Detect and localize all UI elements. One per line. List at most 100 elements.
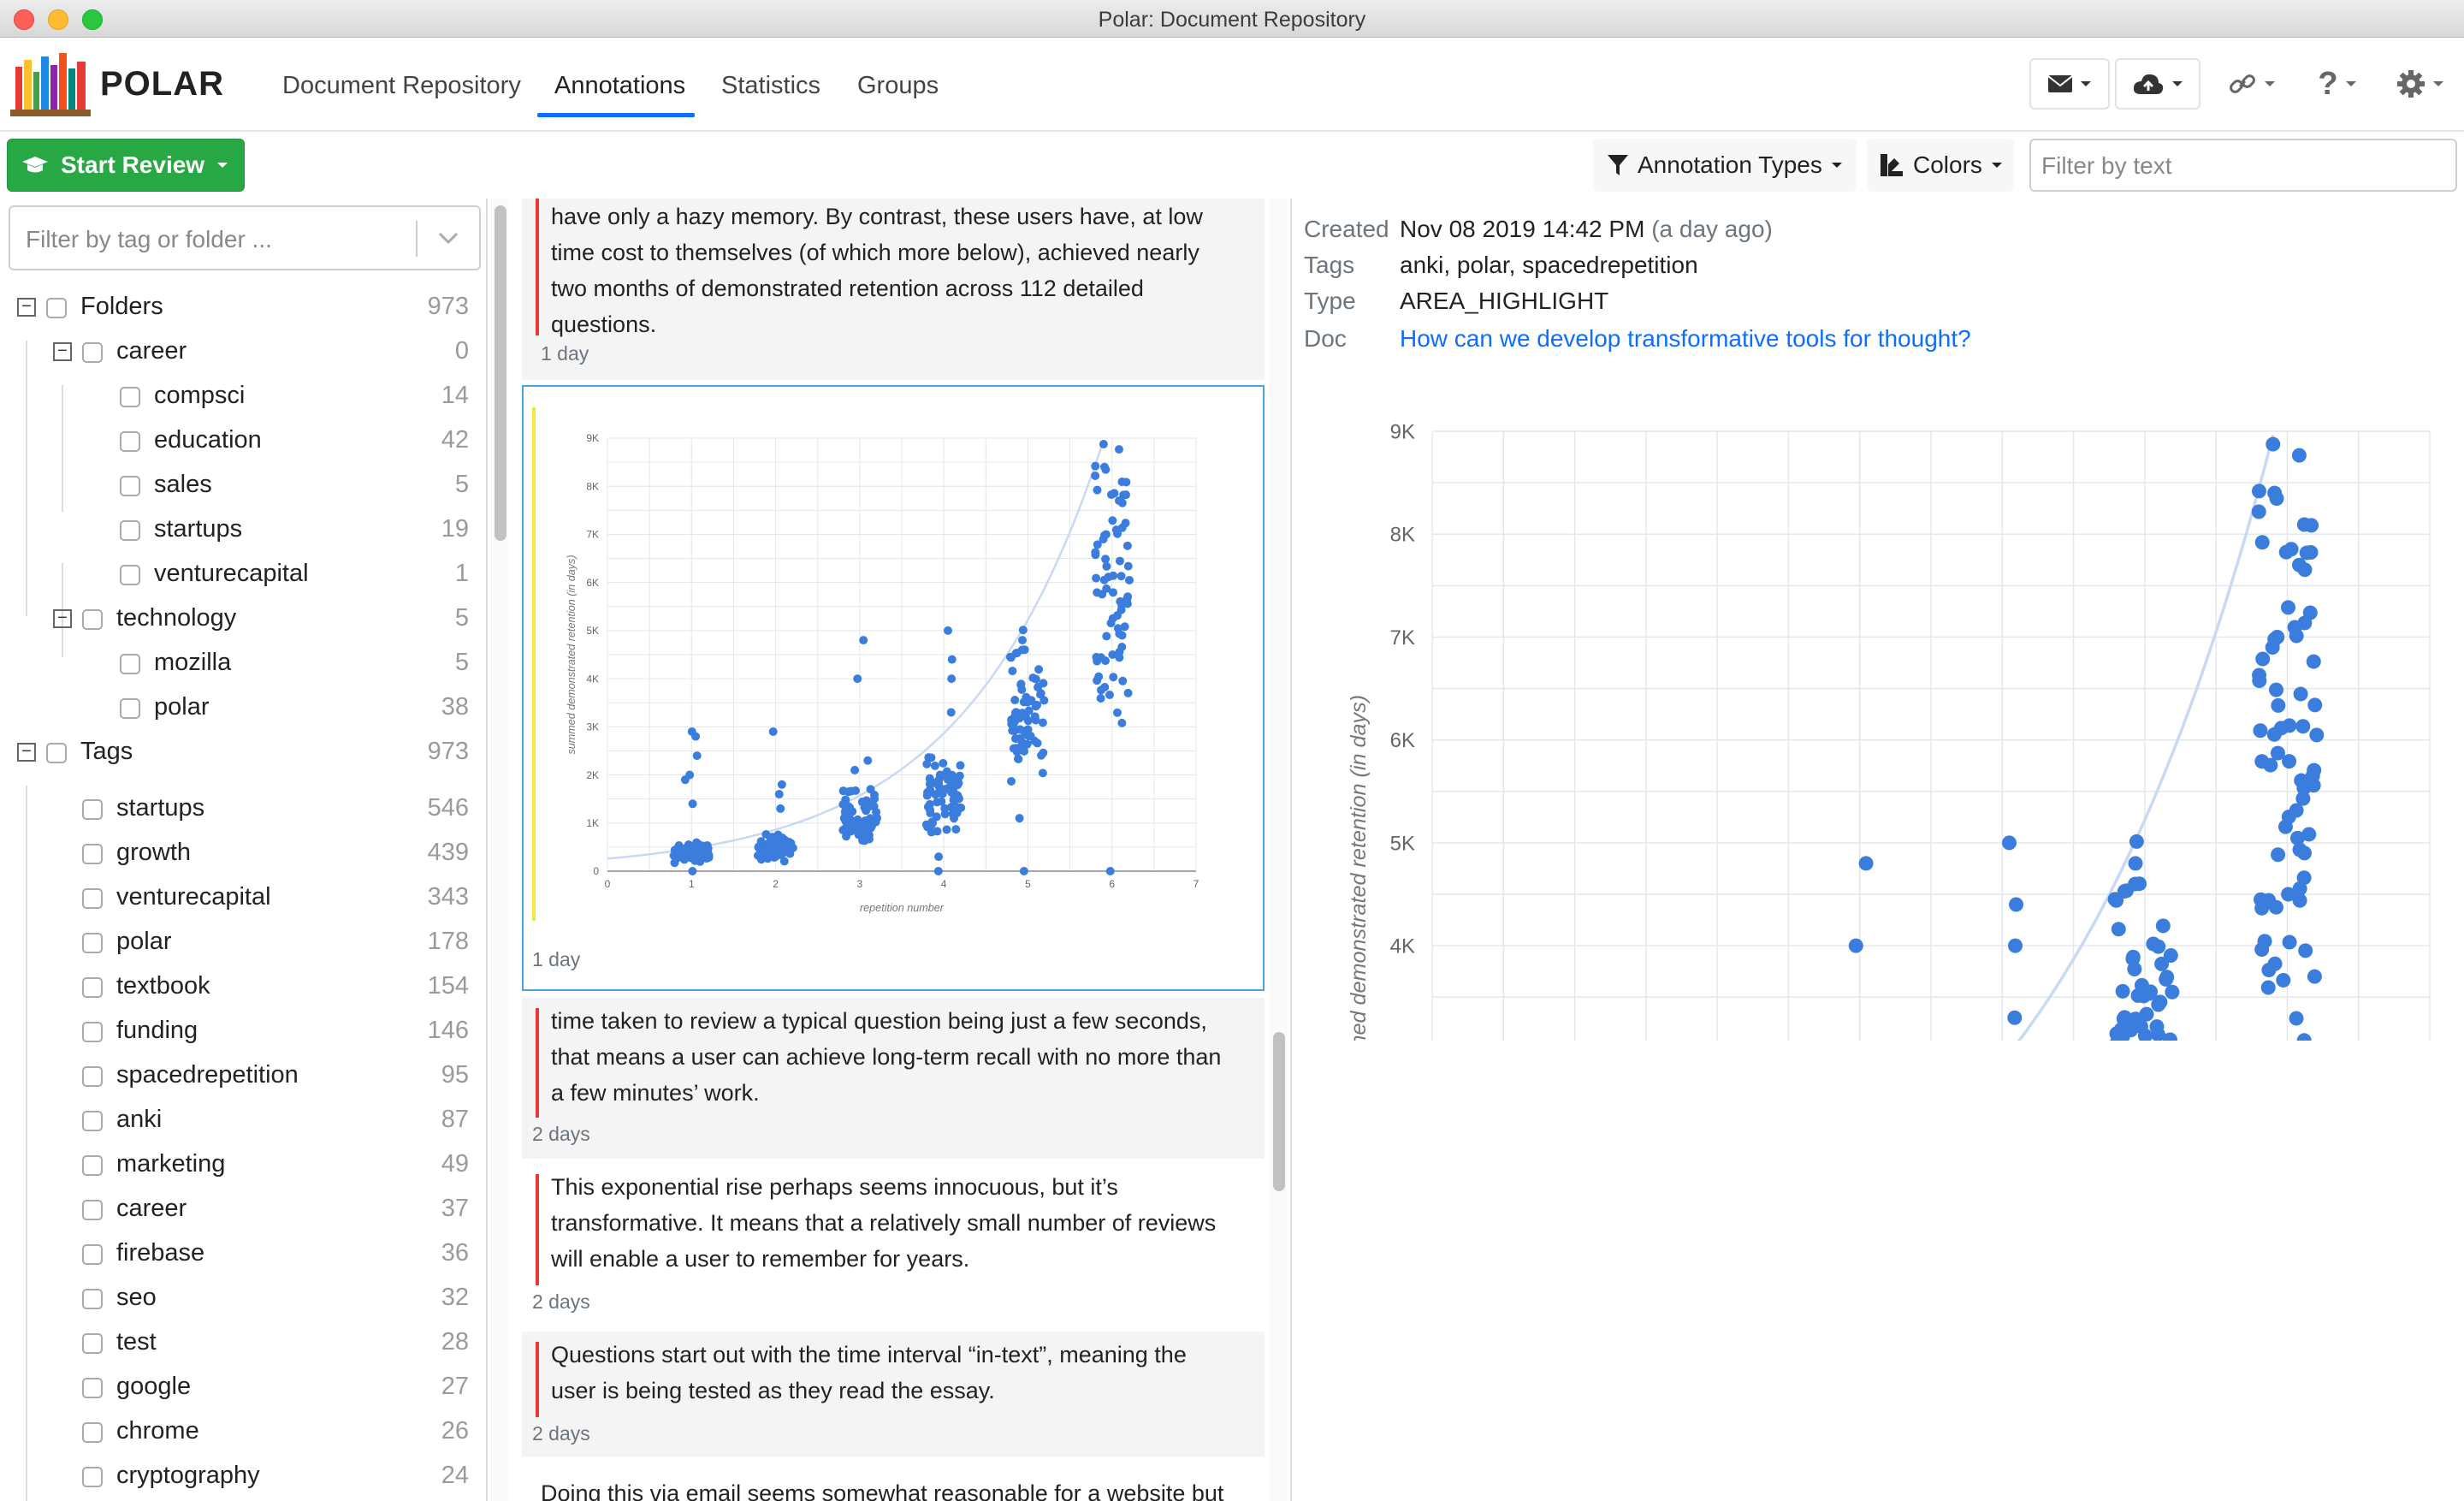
sidebar-item-tag-cryptography[interactable]: cryptography 24 xyxy=(0,1455,479,1499)
annotation-card[interactable]: Doing this via email seems somewhat reas… xyxy=(522,1463,1265,1501)
sidebar-item-tag-growth[interactable]: growth 439 xyxy=(0,832,479,876)
sidebar-item-tag-spacedrepetition[interactable]: spacedrepetition 95 xyxy=(0,1054,479,1099)
collapse-toggle-icon[interactable]: − xyxy=(53,609,72,628)
sidebar-item-tag-textbook[interactable]: textbook 154 xyxy=(0,965,479,1010)
tab-annotations[interactable]: Annotations xyxy=(554,72,686,99)
checkbox[interactable] xyxy=(120,698,140,719)
checkbox[interactable] xyxy=(120,387,140,407)
sidebar-item-folder-technology[interactable]: − technology 5 xyxy=(0,597,479,642)
checkbox[interactable] xyxy=(82,1244,103,1265)
colors-dropdown[interactable]: Colors xyxy=(1867,139,2014,192)
data-point xyxy=(2252,673,2267,688)
collapse-toggle-icon[interactable]: − xyxy=(53,342,72,361)
tab-document-repository[interactable]: Document Repository xyxy=(282,72,521,99)
sidebar-item-count: 5 xyxy=(454,471,469,498)
email-menu-button[interactable] xyxy=(2029,58,2110,110)
share-link-button[interactable] xyxy=(2211,58,2293,110)
window-maximize-button[interactable] xyxy=(82,9,103,30)
sidebar-item-tag-funding[interactable]: funding 146 xyxy=(0,1010,479,1054)
help-menu-button[interactable]: ? xyxy=(2301,58,2373,110)
checkbox[interactable] xyxy=(82,1111,103,1131)
sidebar-item-tag-polar[interactable]: polar 178 xyxy=(0,921,479,965)
annotation-detail-scrollbar-thumb[interactable] xyxy=(1273,1032,1285,1191)
annotation-card[interactable]: This exponential rise perhaps seems inno… xyxy=(522,1164,1265,1326)
checkbox[interactable] xyxy=(120,565,140,585)
sidebar-item-count: 146 xyxy=(427,1017,469,1044)
checkbox[interactable] xyxy=(82,1066,103,1087)
checkbox[interactable] xyxy=(82,933,103,953)
sidebar-item-tag-anki[interactable]: anki 87 xyxy=(0,1099,479,1143)
tag-folder-filter-input[interactable]: Filter by tag or folder ... xyxy=(9,205,481,270)
checkbox[interactable] xyxy=(46,298,67,318)
sidebar-item-folder-root[interactable]: − Folders 973 xyxy=(0,286,479,330)
window-close-button[interactable] xyxy=(14,9,34,30)
checkbox[interactable] xyxy=(82,609,103,630)
checkbox[interactable] xyxy=(82,888,103,909)
checkbox[interactable] xyxy=(120,476,140,496)
sidebar-item-tag-startups[interactable]: startups 546 xyxy=(0,787,479,832)
y-axis-title: summed demonstrated retention (in days) xyxy=(566,555,578,754)
checkbox[interactable] xyxy=(82,1378,103,1398)
annotation-list-scrollbar-thumb[interactable] xyxy=(495,205,506,541)
sidebar-item-tag-marketing[interactable]: marketing 49 xyxy=(0,1143,479,1188)
checkbox[interactable] xyxy=(82,1422,103,1443)
checkbox[interactable] xyxy=(120,520,140,541)
data-point xyxy=(951,825,961,834)
app-navbar: POLAR Document Repository Annotations St… xyxy=(0,38,2464,132)
checkbox[interactable] xyxy=(82,844,103,864)
sidebar-item-tags-root[interactable]: − Tags 973 xyxy=(0,731,479,775)
checkbox[interactable] xyxy=(120,654,140,674)
tab-groups[interactable]: Groups xyxy=(857,72,939,99)
checkbox[interactable] xyxy=(82,1467,103,1487)
sidebar-item-folder-venturecapital[interactable]: venturecapital 1 xyxy=(0,553,479,597)
annotation-card[interactable]: time taken to review a typical question … xyxy=(522,998,1265,1159)
list-detail-divider[interactable] xyxy=(1290,199,1292,1501)
sidebar-item-tag-test[interactable]: test 28 xyxy=(0,1321,479,1366)
checkbox[interactable] xyxy=(82,799,103,820)
checkbox[interactable] xyxy=(82,1333,103,1354)
start-review-button[interactable]: Start Review xyxy=(7,139,245,192)
sidebar-divider[interactable] xyxy=(486,199,488,1501)
checkbox[interactable] xyxy=(82,1155,103,1176)
checkbox[interactable] xyxy=(82,1289,103,1309)
sidebar-item-tag-seo[interactable]: seo 32 xyxy=(0,1277,479,1321)
sidebar-item-tag-firebase[interactable]: firebase 36 xyxy=(0,1232,479,1277)
annotation-card[interactable]: have only a hazy memory. By contrast, th… xyxy=(522,199,1265,380)
collapse-toggle-icon[interactable]: − xyxy=(17,298,36,317)
sidebar-item-folder-polar[interactable]: polar 38 xyxy=(0,686,479,731)
sidebar-item-folder-education[interactable]: education 42 xyxy=(0,419,479,464)
checkbox[interactable] xyxy=(82,342,103,363)
annotation-detail-scrollbar-track[interactable] xyxy=(1270,199,1287,1501)
tab-statistics[interactable]: Statistics xyxy=(721,72,821,99)
sidebar-item-tag-google[interactable]: google 27 xyxy=(0,1366,479,1410)
annotation-types-dropdown[interactable]: Annotation Types xyxy=(1593,139,1857,192)
chevron-down-icon[interactable] xyxy=(433,221,464,255)
sidebar-item-tag-venturecapital[interactable]: venturecapital 343 xyxy=(0,876,479,921)
data-point xyxy=(670,858,679,868)
doc-link[interactable]: How can we develop transformative tools … xyxy=(1400,325,1971,352)
sidebar-item-folder-compsci[interactable]: compsci 14 xyxy=(0,375,479,419)
y-tick-label: 6K xyxy=(1390,729,1415,752)
data-point xyxy=(1097,685,1106,695)
sidebar-item-folder-career[interactable]: − career 0 xyxy=(0,330,479,375)
checkbox[interactable] xyxy=(82,1022,103,1042)
filter-by-text-input[interactable]: Filter by text xyxy=(2029,139,2457,192)
tree-guide xyxy=(26,341,27,616)
checkbox[interactable] xyxy=(46,743,67,763)
checkbox[interactable] xyxy=(82,1200,103,1220)
sidebar-item-folder-startups[interactable]: startups 19 xyxy=(0,508,479,553)
settings-menu-button[interactable] xyxy=(2382,58,2459,110)
sidebar-item-folder-mozilla[interactable]: mozilla 5 xyxy=(0,642,479,686)
x-tick-label: 7 xyxy=(1194,878,1199,890)
annotation-card[interactable]: Questions start out with the time interv… xyxy=(522,1332,1265,1457)
checkbox[interactable] xyxy=(82,977,103,998)
sidebar-item-tag-career[interactable]: career 37 xyxy=(0,1188,479,1232)
window-minimize-button[interactable] xyxy=(48,9,68,30)
collapse-toggle-icon[interactable]: − xyxy=(17,743,36,762)
annotation-card-selected[interactable]: 0 1K 2K 3K 4K 5K 6K 7K 8K 9K 0 1 2 3 4 5 6 7 repetition nu… xyxy=(522,385,1265,991)
sidebar-item-tag-chrome[interactable]: chrome 26 xyxy=(0,1410,479,1455)
checkbox[interactable] xyxy=(120,431,140,452)
cloud-sync-button[interactable] xyxy=(2115,58,2200,110)
sidebar-item-folder-sales[interactable]: sales 5 xyxy=(0,464,479,508)
active-tab-indicator xyxy=(537,113,695,117)
